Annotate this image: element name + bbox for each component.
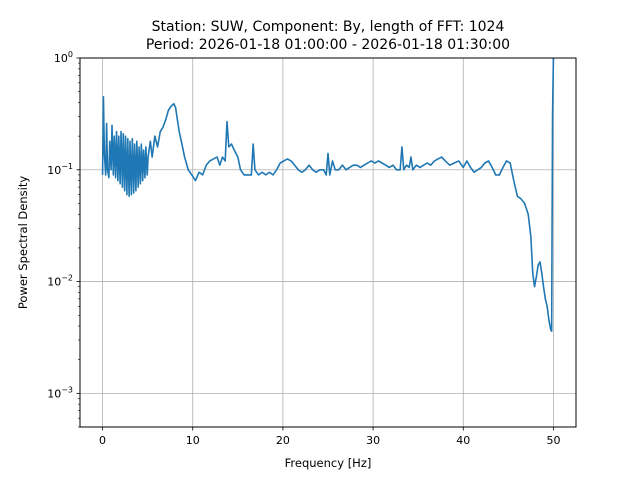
y-tick-label: 100 bbox=[54, 50, 73, 65]
x-tick-label: 10 bbox=[186, 434, 200, 447]
y-tick-base: 10 bbox=[47, 387, 61, 400]
y-tick-exponent: −3 bbox=[61, 385, 73, 394]
series-layer bbox=[101, 58, 555, 332]
x-axis-label: Frequency [Hz] bbox=[285, 456, 372, 470]
y-tick-base: 10 bbox=[47, 276, 61, 289]
y-tick-label: 10−2 bbox=[47, 274, 73, 289]
y-tick-base: 10 bbox=[47, 164, 61, 177]
x-tick-label: 30 bbox=[366, 434, 380, 447]
plot-frame bbox=[79, 57, 577, 428]
x-axis: 0 10 20 30 40 50 bbox=[99, 427, 560, 447]
y-tick-exponent: −1 bbox=[61, 162, 73, 171]
x-tick-label: 20 bbox=[276, 434, 290, 447]
y-tick-exponent: −2 bbox=[61, 274, 73, 283]
plot-area bbox=[80, 58, 576, 427]
y-tick-exponent: 0 bbox=[68, 50, 73, 59]
chart-title-line-1: Station: SUW, Component: By, length of F… bbox=[152, 19, 505, 35]
y-tick-label: 10−3 bbox=[47, 385, 73, 400]
y-axis-label: Power Spectral Density bbox=[16, 176, 30, 309]
y-tick-base: 10 bbox=[54, 52, 68, 65]
y-tick-label: 10−1 bbox=[47, 162, 73, 177]
chart-title-line-2: Period: 2026-01-18 01:00:00 - 2026-01-18… bbox=[146, 37, 510, 53]
x-tick-label: 0 bbox=[99, 434, 106, 447]
psd-series-line bbox=[101, 58, 555, 332]
x-tick-label: 50 bbox=[546, 434, 560, 447]
x-tick-label: 40 bbox=[456, 434, 470, 447]
